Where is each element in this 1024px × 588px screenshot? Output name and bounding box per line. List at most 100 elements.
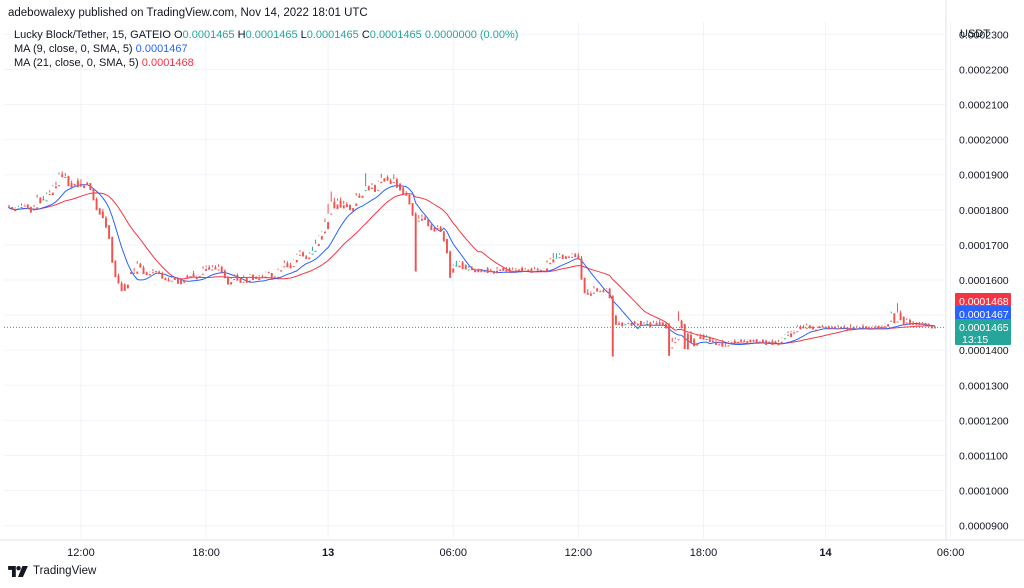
candle	[39, 197, 42, 204]
candle-body	[921, 323, 924, 325]
candle	[887, 324, 890, 327]
candle	[411, 203, 414, 216]
candle	[671, 337, 674, 349]
candle	[214, 265, 217, 270]
candle	[311, 246, 314, 255]
candle	[133, 268, 136, 274]
candle-body	[464, 265, 467, 270]
candle-body	[155, 271, 158, 273]
tradingview-brand: TradingView	[33, 565, 97, 577]
candle-body	[492, 270, 495, 274]
candle-body	[799, 326, 802, 330]
candle-body	[186, 275, 189, 279]
candle-body	[605, 290, 608, 292]
candle	[724, 342, 727, 347]
candle	[574, 252, 577, 258]
candle	[173, 277, 176, 280]
x-tick-label: 12:00	[67, 547, 95, 559]
y-tick-label: 0.0000900	[959, 521, 1009, 533]
candle	[280, 265, 283, 272]
candle	[571, 253, 574, 258]
legend-symbol[interactable]: Lucky Block/Tether, 15, GATEIO	[14, 29, 171, 41]
candle-body	[896, 321, 899, 323]
candle-body	[339, 200, 342, 208]
candle-body	[411, 203, 414, 216]
legend-high-label: H	[237, 29, 246, 41]
legend-close-value: 0.0001465	[369, 29, 422, 41]
candle	[227, 276, 229, 285]
candle	[636, 320, 639, 326]
candle-body	[862, 326, 865, 329]
candle-body	[649, 322, 652, 328]
legend-low-value: 0.0001465	[306, 29, 359, 41]
candle	[176, 277, 179, 284]
candle	[492, 270, 495, 274]
candle-body	[808, 325, 811, 329]
candle-body	[39, 197, 42, 204]
candle-body	[389, 180, 392, 185]
candle	[345, 202, 348, 207]
candle	[151, 269, 154, 274]
candle	[252, 274, 254, 280]
candle	[599, 289, 602, 293]
legend-ohlc-row: Lucky Block/Tether, 15, GATEIO O0.000146…	[14, 28, 518, 42]
candle	[502, 268, 505, 271]
candle-body	[711, 341, 714, 343]
candle	[677, 311, 680, 341]
candle	[924, 322, 927, 327]
candle	[815, 325, 818, 331]
candle-body	[176, 278, 179, 284]
candle-body	[320, 236, 323, 240]
x-tick-label: 06:00	[439, 547, 467, 559]
candle-body	[286, 263, 289, 268]
candle	[921, 322, 924, 325]
candle	[605, 288, 608, 292]
candle	[446, 238, 448, 254]
candle-body	[283, 266, 286, 268]
candle-body	[455, 265, 458, 267]
candle	[918, 321, 921, 326]
y-tick-label: 0.0002100	[959, 99, 1009, 111]
candle	[58, 172, 61, 187]
candle	[367, 185, 370, 191]
candle	[98, 207, 101, 215]
candle-body	[198, 276, 201, 278]
tradingview-footer[interactable]: TradingView	[8, 565, 96, 577]
candle	[402, 185, 405, 194]
candle	[36, 194, 39, 210]
candle	[67, 175, 70, 187]
candle-body	[780, 341, 783, 344]
candle	[643, 322, 646, 326]
candle	[139, 262, 142, 268]
candle-body	[302, 252, 305, 257]
candle-body	[721, 342, 724, 347]
candle-body	[54, 186, 57, 189]
candle	[186, 274, 189, 279]
candle	[142, 265, 145, 275]
candle	[317, 235, 320, 246]
candle-body	[436, 228, 439, 231]
candle	[248, 273, 251, 283]
candle	[230, 277, 233, 285]
candle	[236, 273, 239, 281]
candle	[180, 279, 183, 285]
candle-body	[777, 342, 780, 346]
candle	[646, 320, 649, 325]
candle-body	[837, 328, 839, 330]
candle	[29, 206, 32, 213]
candle-body	[474, 269, 477, 273]
candle	[208, 265, 211, 270]
candle-body	[536, 269, 539, 271]
candle-body	[674, 342, 677, 344]
candle-body	[180, 279, 183, 285]
candle	[314, 239, 317, 252]
candle	[874, 325, 877, 328]
legend-ma21-row[interactable]: MA (21, close, 0, SMA, 5) 0.0001468	[14, 56, 518, 70]
candle-body	[139, 263, 142, 268]
candle	[211, 265, 214, 271]
legend-ma9-row[interactable]: MA (9, close, 0, SMA, 5) 0.0001467	[14, 42, 518, 56]
candle-body	[496, 270, 498, 274]
y-tick-label: 0.0002200	[959, 64, 1009, 76]
candle	[292, 259, 295, 267]
